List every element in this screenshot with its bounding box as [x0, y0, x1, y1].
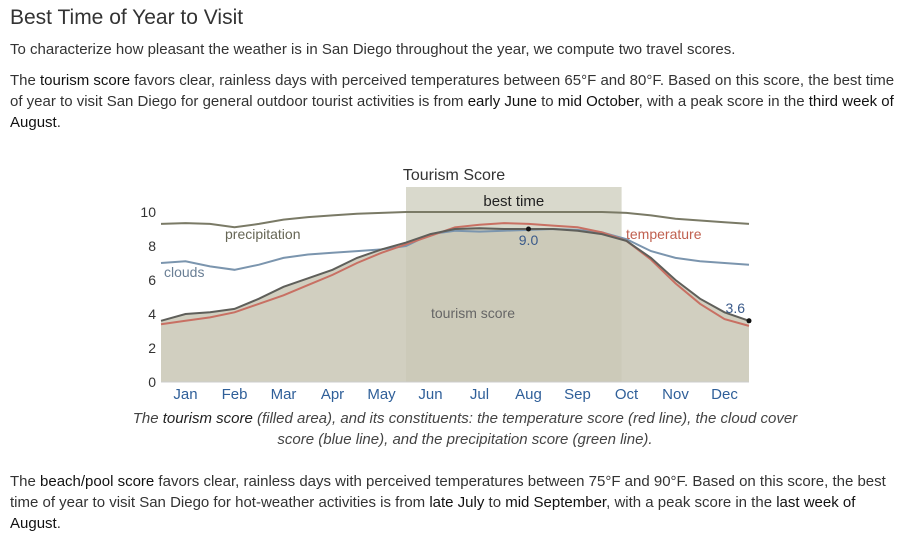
month-label: Jan: [173, 386, 197, 403]
plot-area: 9.0 3.6: [160, 211, 752, 383]
caption-tourism-term: tourism score: [162, 410, 253, 427]
text: .: [56, 114, 61, 131]
text: , with a peak score in the: [638, 93, 809, 110]
chart-caption: The tourism score (filled area), and its…: [120, 408, 810, 450]
month-label: Apr: [321, 386, 344, 403]
caption-text: (filled area), and its constituents: the…: [252, 410, 798, 448]
tourism-score-line: [160, 227, 750, 322]
temperature-label: temperature: [626, 226, 702, 242]
page-heading: Best Time of Year to Visit: [10, 6, 244, 29]
month-label: Jun: [418, 386, 442, 403]
month-label: May: [367, 386, 396, 403]
text: to: [536, 93, 558, 110]
x-axis: Jan Feb Mar Apr May Jun Jul Aug Sep Oct Nov Dec: [173, 386, 738, 403]
intro-paragraph: To characterize how pleasant the weather…: [10, 41, 736, 58]
text: The: [10, 473, 41, 490]
clouds-label: clouds: [164, 264, 204, 280]
text: favors clear, rainless days with perceiv…: [10, 473, 886, 511]
month-label: Jul: [470, 386, 489, 403]
month-label: Nov: [662, 386, 689, 403]
peak-time: third week of August: [10, 93, 894, 131]
month-label: Feb: [222, 386, 248, 403]
text: to: [484, 494, 506, 511]
beach-peak: last week of August: [10, 494, 856, 532]
best-end: mid October: [557, 93, 639, 110]
annotation-label: 3.6: [726, 300, 746, 316]
chart-title: Tourism Score: [403, 167, 505, 184]
temperature-line: [160, 222, 750, 327]
precipitation-label: precipitation: [225, 226, 301, 242]
y-tick-label: 10: [140, 204, 156, 220]
month-label: Oct: [615, 386, 639, 403]
tourism-score-chart: best time Tourism Score 0 2 4 6 8 10 9.0 3.6 J…: [140, 167, 752, 403]
clouds-line: [160, 227, 750, 271]
text: .: [56, 515, 61, 532]
y-tick-label: 8: [148, 238, 156, 254]
annotation-dot: [746, 318, 752, 324]
annotation-label: 9.0: [519, 232, 539, 248]
y-tick-label: 2: [148, 340, 156, 356]
annotation-dot: [526, 226, 531, 232]
month-label: Mar: [271, 386, 297, 403]
beach-score-term: beach/pool score: [40, 473, 155, 490]
beach-start: late July: [429, 494, 485, 511]
text: , with a peak score in the: [606, 494, 777, 511]
series-labels: precipitation clouds temperature tourism sc…: [164, 226, 702, 321]
beach-end: mid September: [505, 494, 607, 511]
text: favors clear, rainless days with perceiv…: [10, 72, 895, 110]
best-start: early June: [467, 93, 537, 110]
y-axis: 0 2 4 6 8 10: [140, 204, 156, 390]
tourism-paragraph: The tourism score favors clear, rainless…: [10, 70, 900, 133]
y-tick-label: 6: [148, 272, 156, 288]
beach-paragraph: The beach/pool score favors clear, rainl…: [10, 471, 900, 534]
month-label: Dec: [711, 386, 738, 403]
y-tick-label: 0: [148, 374, 156, 390]
tourism-score-label: tourism score: [431, 305, 515, 321]
caption-text: The: [132, 410, 163, 427]
best-time-label: best time: [483, 193, 544, 210]
tourism-score-area: [161, 228, 749, 382]
month-label: Aug: [515, 386, 542, 403]
y-tick-label: 4: [148, 306, 156, 322]
precipitation-line: [160, 211, 750, 229]
text: The: [10, 72, 41, 89]
month-label: Sep: [564, 386, 591, 403]
tourism-score-term: tourism score: [40, 72, 131, 89]
